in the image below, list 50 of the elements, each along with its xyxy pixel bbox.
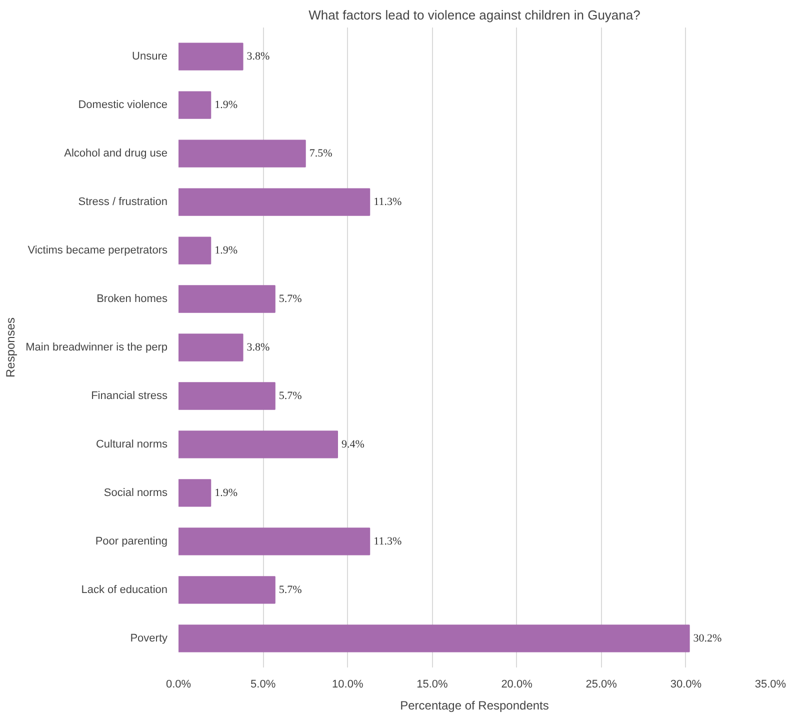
bar xyxy=(178,334,244,362)
y-tick-label: Lack of education xyxy=(81,584,168,596)
y-tick-label: Social norms xyxy=(104,486,168,499)
y-tick-label: Domestic violence xyxy=(78,99,168,112)
x-tick-label: 15.0% xyxy=(416,678,448,690)
data-label: 5.7% xyxy=(278,390,302,402)
y-tick-label: Alcohol and drug use xyxy=(64,148,168,160)
bar xyxy=(178,285,276,313)
x-tick-label: 35.0% xyxy=(754,678,786,690)
data-label: 5.7% xyxy=(278,584,302,596)
data-label: 7.5% xyxy=(309,148,332,160)
bar xyxy=(178,188,370,216)
y-tick-label: Main breadwinner is the perp xyxy=(26,342,168,354)
y-tick-label: Victims became perpetrators xyxy=(28,244,168,257)
data-label: 5.7% xyxy=(278,293,302,306)
bar xyxy=(178,236,212,264)
data-label: 11.3% xyxy=(374,535,402,548)
y-tick-label: Stress / frustration xyxy=(78,196,168,208)
x-tick-label: 20.0% xyxy=(501,678,533,690)
y-tick-label: Cultural norms xyxy=(96,438,168,450)
data-label: 30.2% xyxy=(693,632,722,644)
x-axis-title: Percentage of Respondents xyxy=(400,698,549,712)
y-tick-label: Broken homes xyxy=(96,293,168,306)
data-label: 1.9% xyxy=(214,99,238,112)
bar xyxy=(178,42,244,70)
data-label: 3.8% xyxy=(246,342,270,354)
data-label: 11.3% xyxy=(374,196,402,208)
bar xyxy=(178,91,212,119)
chart-title: What factors lead to violence against children in Guyana? xyxy=(308,8,640,22)
data-label: 9.4% xyxy=(341,438,364,450)
x-tick-label: 10.0% xyxy=(332,678,364,690)
x-tick-label: 25.0% xyxy=(586,678,618,690)
bar xyxy=(178,382,276,410)
y-axis-title: Responses xyxy=(4,317,18,378)
y-tick-label: Unsure xyxy=(132,50,168,63)
bar xyxy=(178,140,306,168)
y-tick-label: Poverty xyxy=(130,632,168,644)
x-tick-label: 0.0% xyxy=(166,678,192,690)
bar xyxy=(178,528,370,556)
y-tick-label: Poor parenting xyxy=(95,535,168,548)
x-tick-label: 5.0% xyxy=(250,678,276,690)
bar xyxy=(178,479,212,507)
x-tick-label: 30.0% xyxy=(670,678,702,690)
bar xyxy=(178,576,276,604)
data-label: 1.9% xyxy=(214,244,238,257)
bar xyxy=(178,624,690,652)
y-tick-label: Financial stress xyxy=(91,390,168,402)
data-label: 1.9% xyxy=(214,486,238,499)
data-label: 3.8% xyxy=(246,50,270,63)
bar xyxy=(178,430,338,458)
